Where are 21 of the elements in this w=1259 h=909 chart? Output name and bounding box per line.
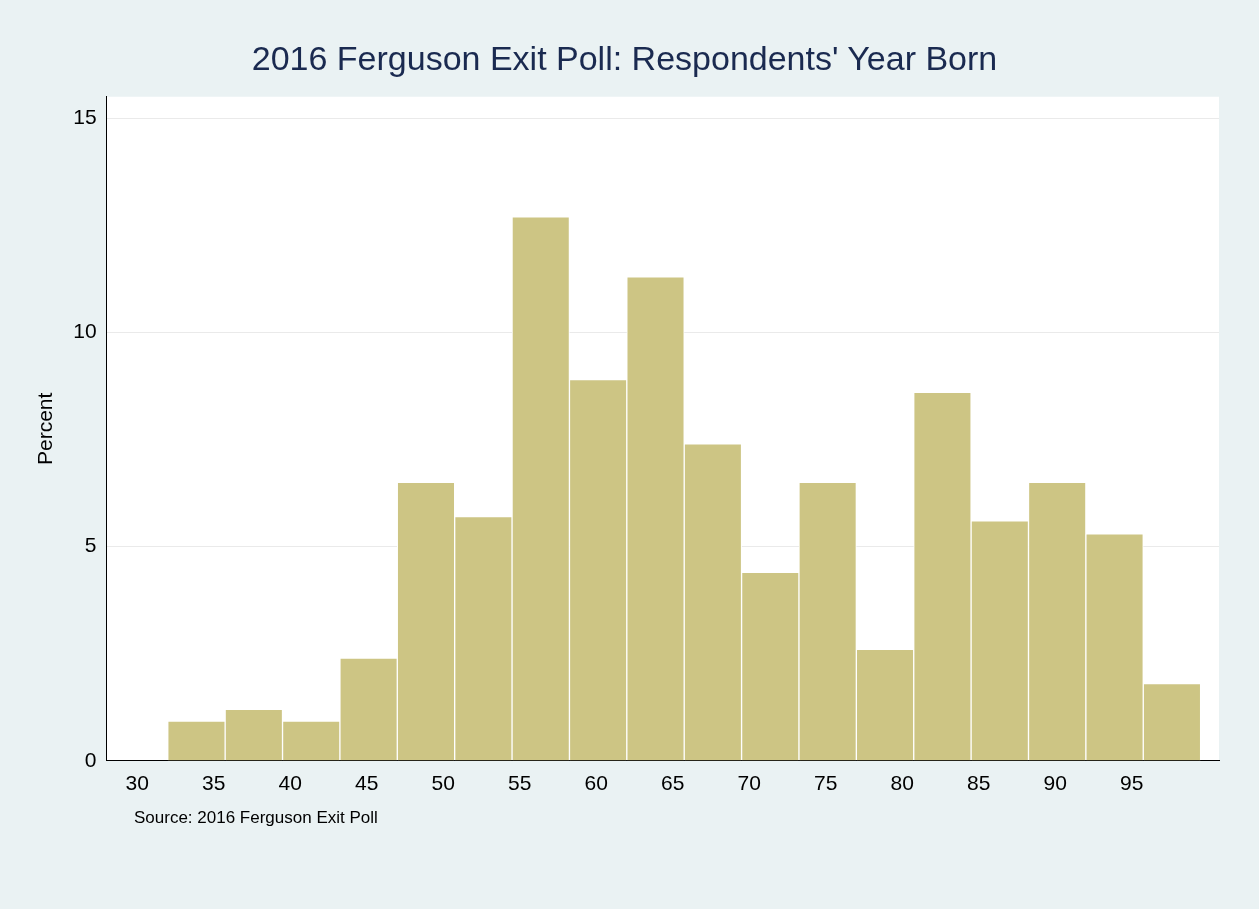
x-tick-label: 70: [737, 771, 761, 795]
x-tick-label: 45: [355, 771, 379, 795]
x-tick-label: 90: [1043, 771, 1067, 795]
chart-title: 2016 Ferguson Exit Poll: Respondents' Year Born: [251, 38, 998, 77]
y-tick-label: 0: [84, 747, 97, 771]
x-tick-label: 40: [278, 771, 302, 795]
x-tick-label: 75: [814, 771, 838, 795]
x-tick-label: 30: [125, 771, 149, 795]
x-tick-label: 60: [584, 771, 608, 795]
x-tick-label: 35: [201, 771, 226, 795]
x-tick-label: 95: [1120, 771, 1144, 795]
y-axis-title: Percent: [33, 392, 57, 465]
x-tick-label: 80: [890, 771, 914, 795]
y-tick-label: 5: [84, 533, 97, 557]
y-tick-label: 15: [73, 105, 97, 129]
x-tick-label: 85: [967, 771, 991, 795]
x-tick-label: 65: [661, 771, 685, 795]
source-note: Source: 2016 Ferguson Exit Poll: [134, 808, 378, 828]
x-tick-label: 55: [508, 771, 532, 795]
x-tick-label: 50: [431, 771, 455, 795]
y-tick-label: 10: [73, 319, 97, 343]
